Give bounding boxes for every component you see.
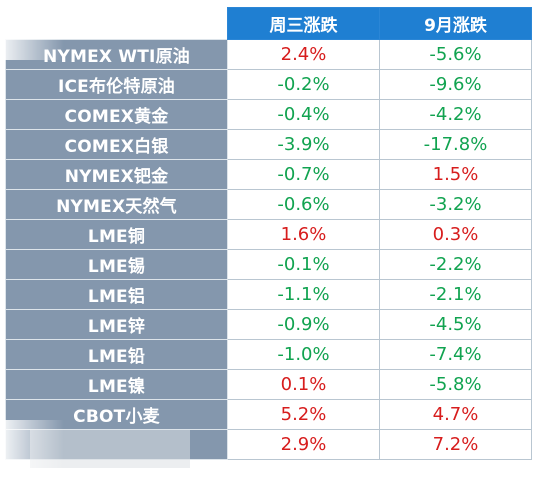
wednesday-change-cell: 0.1% [227,369,380,400]
table-row: 2.9% 7.2% [5,429,532,460]
september-change-cell: -5.6% [379,39,532,70]
september-change-cell: 7.2% [379,429,532,460]
september-change-cell: -4.2% [379,99,532,130]
commodity-name-cell: NYMEX天然气 [5,189,228,220]
table-row: LME铅 -1.0% -7.4% [5,339,532,370]
september-change-cell: 0.3% [379,219,532,250]
commodity-change-table: 周三涨跌 9月涨跌 NYMEX WTI原油 2.4% -5.6% ICE布伦特原油 -0… [5,7,532,460]
wednesday-change-cell: -0.6% [227,189,380,220]
commodity-name-cell: LME镍 [5,369,228,400]
header-blank-cell [5,7,228,40]
commodity-name-cell: CBOT小麦 [5,399,228,430]
september-change-cell: -7.4% [379,339,532,370]
header-september-change: 9月涨跌 [379,7,532,40]
commodity-name-cell: LME锡 [5,249,228,280]
wednesday-change-cell: 1.6% [227,219,380,250]
commodity-name-cell: COMEX黄金 [5,99,228,130]
wednesday-change-cell: 2.4% [227,39,380,70]
wednesday-change-cell: -1.1% [227,279,380,310]
commodity-name-cell: NYMEX钯金 [5,159,228,190]
table-row: NYMEX钯金 -0.7% 1.5% [5,159,532,190]
commodity-name-cell: LME铝 [5,279,228,310]
commodity-name-cell: COMEX白银 [5,129,228,160]
table-header-row: 周三涨跌 9月涨跌 [5,7,532,40]
september-change-cell: 1.5% [379,159,532,190]
wednesday-change-cell: -1.0% [227,339,380,370]
table-row: LME铜 1.6% 0.3% [5,219,532,250]
table-body: NYMEX WTI原油 2.4% -5.6% ICE布伦特原油 -0.2% -9.6% CO… [5,39,532,460]
september-change-cell: -2.2% [379,249,532,280]
september-change-cell: -5.8% [379,369,532,400]
table-row: NYMEX天然气 -0.6% -3.2% [5,189,532,220]
table-row: LME镍 0.1% -5.8% [5,369,532,400]
commodity-name-cell: NYMEX WTI原油 [5,39,228,70]
header-wednesday-change: 周三涨跌 [227,7,380,40]
wednesday-change-cell: -3.9% [227,129,380,160]
table-row: COMEX白银 -3.9% -17.8% [5,129,532,160]
wednesday-change-cell: -0.1% [227,249,380,280]
wednesday-change-cell: -0.9% [227,309,380,340]
commodity-change-table-wrap: 周三涨跌 9月涨跌 NYMEX WTI原油 2.4% -5.6% ICE布伦特原油 -0… [5,7,532,460]
commodity-name-cell: LME铅 [5,339,228,370]
commodity-name-cell [5,429,228,460]
commodity-name-cell: LME铜 [5,219,228,250]
wednesday-change-cell: -0.4% [227,99,380,130]
table-row: LME锡 -0.1% -2.2% [5,249,532,280]
commodity-name-cell: LME锌 [5,309,228,340]
september-change-cell: -9.6% [379,69,532,100]
september-change-cell: -4.5% [379,309,532,340]
table-row: CBOT小麦 5.2% 4.7% [5,399,532,430]
september-change-cell: -17.8% [379,129,532,160]
wednesday-change-cell: -0.2% [227,69,380,100]
commodity-name-cell: ICE布伦特原油 [5,69,228,100]
wednesday-change-cell: 2.9% [227,429,380,460]
wednesday-change-cell: -0.7% [227,159,380,190]
table-row: NYMEX WTI原油 2.4% -5.6% [5,39,532,70]
table-row: LME锌 -0.9% -4.5% [5,309,532,340]
september-change-cell: -2.1% [379,279,532,310]
september-change-cell: -3.2% [379,189,532,220]
september-change-cell: 4.7% [379,399,532,430]
table-row: COMEX黄金 -0.4% -4.2% [5,99,532,130]
wednesday-change-cell: 5.2% [227,399,380,430]
table-row: ICE布伦特原油 -0.2% -9.6% [5,69,532,100]
table-row: LME铝 -1.1% -2.1% [5,279,532,310]
